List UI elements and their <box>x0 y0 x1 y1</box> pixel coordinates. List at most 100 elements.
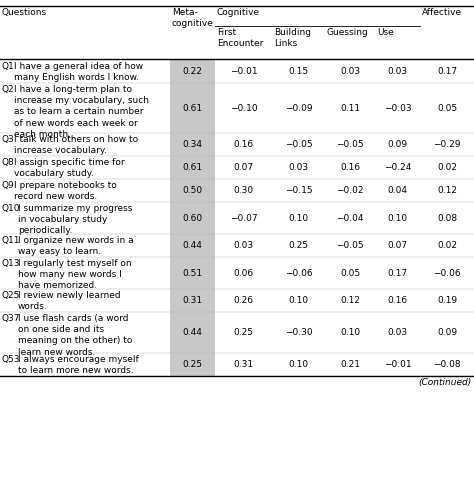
Text: 0.26: 0.26 <box>234 296 254 305</box>
Text: 0.25: 0.25 <box>234 328 254 337</box>
Text: I review newly learned
words.: I review newly learned words. <box>18 291 120 311</box>
Text: 0.17: 0.17 <box>387 269 408 277</box>
Text: I prepare notebooks to
record new words.: I prepare notebooks to record new words. <box>14 181 117 201</box>
Text: 0.10: 0.10 <box>289 360 309 369</box>
Text: −0.15: −0.15 <box>285 186 312 195</box>
Text: 0.03: 0.03 <box>233 241 254 250</box>
Text: Meta-
cognitive: Meta- cognitive <box>172 8 214 28</box>
Text: 0.03: 0.03 <box>387 328 408 337</box>
Text: 0.06: 0.06 <box>233 269 254 277</box>
Text: Q13: Q13 <box>1 259 19 268</box>
Text: 0.44: 0.44 <box>182 241 202 250</box>
Text: Q25: Q25 <box>1 291 19 300</box>
Text: 0.12: 0.12 <box>437 186 457 195</box>
Text: 0.31: 0.31 <box>182 296 202 305</box>
Text: −0.06: −0.06 <box>285 269 312 277</box>
Text: −0.10: −0.10 <box>230 104 257 112</box>
Text: Q53: Q53 <box>1 355 19 364</box>
Text: 0.04: 0.04 <box>388 186 408 195</box>
Bar <box>170 257 215 289</box>
Text: 0.10: 0.10 <box>289 296 309 305</box>
Text: Q9: Q9 <box>1 181 14 190</box>
Text: 0.50: 0.50 <box>182 186 202 195</box>
Text: −0.02: −0.02 <box>336 186 364 195</box>
Text: I summarize my progress
in vocabulary study
periodically.: I summarize my progress in vocabulary st… <box>18 204 132 236</box>
Text: 0.05: 0.05 <box>437 104 457 112</box>
Text: 0.61: 0.61 <box>182 104 202 112</box>
Text: 0.09: 0.09 <box>387 140 408 149</box>
Text: 0.10: 0.10 <box>387 214 408 222</box>
Text: Guessing: Guessing <box>327 28 369 37</box>
Text: 0.22: 0.22 <box>182 67 202 76</box>
Text: 0.09: 0.09 <box>437 328 457 337</box>
Text: 0.60: 0.60 <box>182 214 202 222</box>
Text: I talk with others on how to
increase vocabulary.: I talk with others on how to increase vo… <box>14 135 138 155</box>
Text: 0.07: 0.07 <box>387 241 408 250</box>
Text: I regularly test myself on
how many new words I
have memorized.: I regularly test myself on how many new … <box>18 259 132 291</box>
Text: Q37: Q37 <box>1 314 19 323</box>
Text: −0.05: −0.05 <box>336 241 364 250</box>
Text: −0.01: −0.01 <box>383 360 411 369</box>
Text: 0.17: 0.17 <box>437 67 457 76</box>
Text: −0.04: −0.04 <box>336 214 364 222</box>
Text: 0.10: 0.10 <box>289 214 309 222</box>
Text: −0.01: −0.01 <box>230 67 257 76</box>
Text: Q10: Q10 <box>1 204 19 213</box>
Text: −0.30: −0.30 <box>285 328 312 337</box>
Text: I use flash cards (a word
on one side and its
meaning on the other) to
learn new: I use flash cards (a word on one side an… <box>18 314 132 357</box>
Text: −0.05: −0.05 <box>285 140 312 149</box>
Text: 0.25: 0.25 <box>182 360 202 369</box>
Text: 0.03: 0.03 <box>387 67 408 76</box>
Text: −0.24: −0.24 <box>384 163 411 172</box>
Text: −0.05: −0.05 <box>336 140 364 149</box>
Text: −0.03: −0.03 <box>383 104 411 112</box>
Text: Q8: Q8 <box>1 158 14 167</box>
Bar <box>170 312 215 353</box>
Text: 0.03: 0.03 <box>289 163 309 172</box>
Text: 0.07: 0.07 <box>233 163 254 172</box>
Text: −0.07: −0.07 <box>230 214 257 222</box>
Text: I have a general idea of how
many English words I know.: I have a general idea of how many Englis… <box>14 62 143 82</box>
Bar <box>170 353 215 376</box>
Text: −0.06: −0.06 <box>433 269 461 277</box>
Text: 0.25: 0.25 <box>289 241 309 250</box>
Text: 0.16: 0.16 <box>340 163 360 172</box>
Text: 0.16: 0.16 <box>387 296 408 305</box>
Text: Cognitive: Cognitive <box>217 8 260 17</box>
Text: 0.11: 0.11 <box>340 104 360 112</box>
Text: 0.31: 0.31 <box>233 360 254 369</box>
Text: I assign specific time for
vocabulary study.: I assign specific time for vocabulary st… <box>14 158 125 178</box>
Text: 0.08: 0.08 <box>437 214 457 222</box>
Text: 0.16: 0.16 <box>233 140 254 149</box>
Text: I organize new words in a
way easy to learn.: I organize new words in a way easy to le… <box>18 236 134 256</box>
Text: 0.03: 0.03 <box>340 67 360 76</box>
Bar <box>170 60 215 83</box>
Text: 0.51: 0.51 <box>182 269 202 277</box>
Bar <box>170 202 215 234</box>
Text: 0.30: 0.30 <box>233 186 254 195</box>
Text: 0.61: 0.61 <box>182 163 202 172</box>
Text: Q11: Q11 <box>1 236 19 245</box>
Text: 0.21: 0.21 <box>340 360 360 369</box>
Bar <box>170 83 215 133</box>
Text: 0.19: 0.19 <box>437 296 457 305</box>
Text: Questions: Questions <box>2 8 47 17</box>
Bar <box>170 289 215 312</box>
Text: I have a long-term plan to
increase my vocabulary, such
as to learn a certain nu: I have a long-term plan to increase my v… <box>14 85 149 139</box>
Text: Affective: Affective <box>422 8 462 17</box>
Bar <box>170 133 215 156</box>
Bar <box>170 156 215 179</box>
Bar <box>170 234 215 257</box>
Text: Q1: Q1 <box>1 62 14 71</box>
Text: 0.02: 0.02 <box>437 241 457 250</box>
Text: Building
Links: Building Links <box>274 28 311 48</box>
Text: First
Encounter: First Encounter <box>217 28 264 48</box>
Text: 0.34: 0.34 <box>182 140 202 149</box>
Text: 0.02: 0.02 <box>437 163 457 172</box>
Text: Q2: Q2 <box>1 85 14 94</box>
Text: 0.44: 0.44 <box>182 328 202 337</box>
Text: Use: Use <box>377 28 394 37</box>
Text: −0.29: −0.29 <box>433 140 461 149</box>
Text: −0.09: −0.09 <box>285 104 312 112</box>
Text: 0.12: 0.12 <box>340 296 360 305</box>
